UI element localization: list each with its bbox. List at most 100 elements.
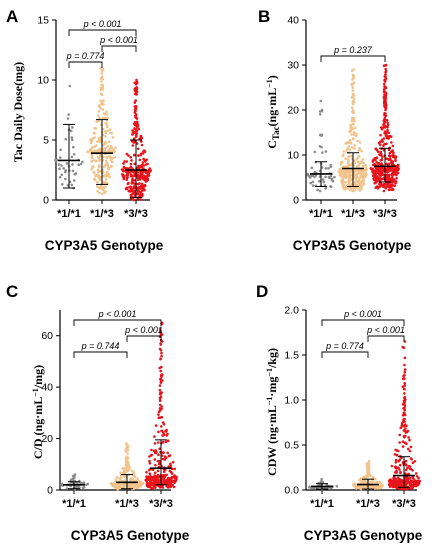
data-point: [105, 125, 109, 129]
data-point: [382, 90, 386, 94]
data-point: [407, 447, 410, 451]
data-point: [351, 89, 355, 92]
data-point: [139, 153, 142, 157]
data-point: [386, 128, 389, 132]
data-point: [359, 181, 363, 185]
p-value-label: p < 0.001: [343, 309, 382, 319]
data-point: [407, 477, 410, 481]
data-point: [156, 459, 160, 463]
data-point: [138, 186, 142, 190]
data-point: [158, 384, 162, 387]
data-point: [403, 420, 406, 423]
data-point: [71, 163, 74, 166]
data-point: [62, 167, 65, 170]
data-point: [104, 173, 108, 177]
data-point: [135, 482, 139, 486]
data-point: [141, 161, 145, 164]
x-tick-label: *1/*1: [62, 498, 86, 510]
x-axis-label-c: CYP3A5 Genotype: [71, 528, 190, 543]
data-point: [136, 182, 140, 186]
data-point: [348, 148, 352, 152]
data-point: [393, 453, 397, 456]
data-point: [137, 164, 140, 168]
data-point: [153, 435, 156, 438]
data-point: [99, 77, 103, 80]
data-point: [174, 478, 178, 482]
data-point: [71, 169, 75, 173]
p-value-label: p = 0.237: [333, 45, 373, 55]
data-point: [373, 182, 377, 185]
data-point: [108, 147, 112, 150]
y-tick-label: 10: [37, 75, 49, 87]
data-point: [140, 194, 144, 198]
data-point: [319, 99, 323, 103]
data-point: [382, 123, 385, 126]
data-point: [408, 449, 412, 453]
data-point: [96, 185, 99, 188]
data-point: [344, 169, 348, 172]
data-point: [352, 111, 355, 114]
data-point: [358, 177, 361, 181]
data-point: [367, 462, 371, 466]
data-point: [397, 480, 401, 483]
data-point: [108, 175, 111, 179]
data-point: [387, 188, 391, 192]
data-point: [344, 187, 348, 190]
x-tick-label: *3/*3: [124, 208, 148, 220]
data-point: [373, 162, 377, 166]
data-point: [102, 181, 105, 185]
data-point: [97, 164, 101, 167]
data-point: [60, 164, 63, 167]
data-point: [350, 69, 354, 72]
data-point: [396, 171, 400, 175]
data-point: [125, 178, 129, 181]
data-point: [347, 180, 351, 184]
data-point: [354, 134, 358, 138]
data-point: [122, 162, 125, 165]
data-point: [403, 435, 406, 439]
data-point: [352, 81, 356, 84]
data-point: [158, 407, 162, 410]
data-point: [90, 159, 93, 163]
data-point: [308, 485, 311, 489]
data-point: [401, 414, 405, 417]
data-point: [405, 481, 409, 485]
data-point: [386, 130, 389, 134]
data-point: [126, 452, 129, 455]
panel-d: D CDW (ng·mL−1·mg−1/kg) CYP3A5 Genotype …: [256, 282, 423, 543]
data-point: [140, 140, 143, 143]
data-point: [413, 460, 417, 463]
data-point: [384, 96, 388, 99]
data-point: [335, 484, 339, 488]
data-point: [352, 123, 356, 126]
significance-bracket: p < 0.001: [99, 35, 138, 52]
data-point: [107, 173, 111, 176]
data-point: [386, 123, 390, 127]
data-point: [121, 485, 124, 488]
data-point: [173, 476, 176, 480]
data-point: [348, 141, 351, 145]
data-point: [145, 470, 148, 474]
x-tick-label: *3/*3: [373, 208, 397, 220]
data-point: [145, 158, 148, 162]
data-point: [352, 159, 356, 162]
y-axis-label-a: Tac Daily Dose(mg): [11, 62, 25, 162]
data-point: [143, 175, 147, 179]
panel-letter-c: C: [6, 282, 18, 301]
data-point: [372, 172, 376, 175]
data-point: [347, 155, 351, 159]
data-point: [386, 157, 390, 161]
data-point: [160, 351, 163, 355]
data-point: [403, 363, 406, 367]
data-point: [128, 190, 132, 193]
p-value-label: p < 0.001: [99, 35, 138, 45]
data-point: [344, 174, 348, 177]
data-point: [348, 175, 352, 178]
data-point: [143, 159, 146, 162]
data-point: [389, 177, 392, 181]
data-point: [166, 439, 170, 443]
data-point: [105, 170, 109, 174]
data-point: [155, 475, 159, 479]
data-point: [99, 150, 103, 153]
data-point: [398, 441, 402, 444]
